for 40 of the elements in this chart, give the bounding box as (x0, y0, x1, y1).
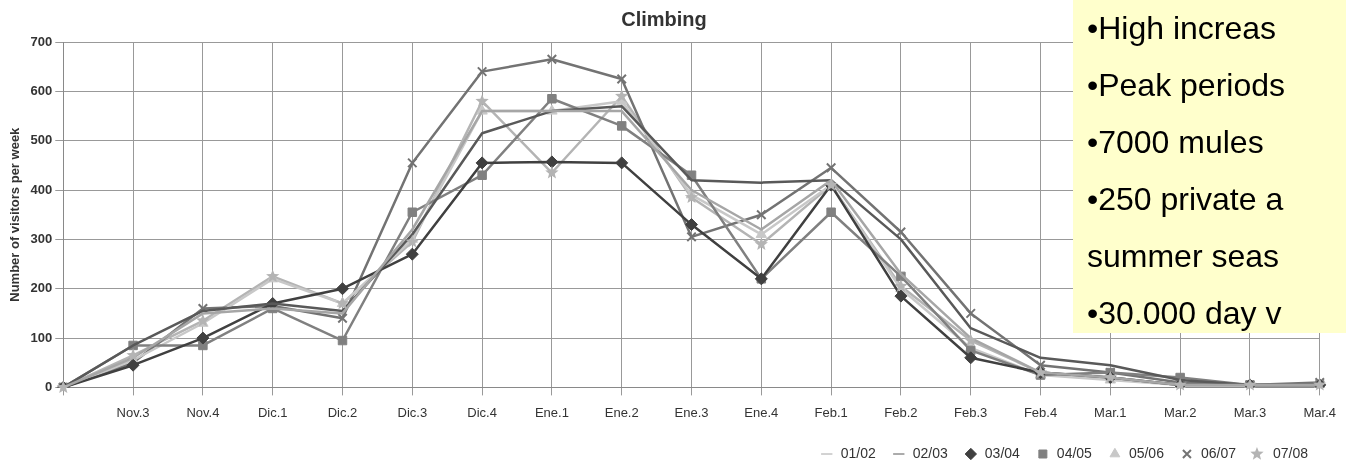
legend-label: 05/06 (1128, 444, 1165, 461)
x-tick-label: Dic.3 (397, 404, 428, 420)
x-tick-label: Nov.3 (116, 404, 150, 420)
legend-label: 03/04 (984, 444, 1021, 461)
y-tick-label: 100 (30, 329, 53, 345)
legend-label: 02/03 (912, 444, 949, 461)
x-tick-label: Feb.3 (954, 404, 988, 420)
y-axis-title: Number of visitors per week (7, 126, 23, 302)
x-tick-label: Nov.4 (186, 404, 220, 420)
annotation: •7000 mules (1087, 123, 1265, 162)
y-tick-label: 600 (30, 82, 53, 98)
annotation: •250 private a summer seas (1087, 180, 1285, 276)
y-tick-label: 200 (30, 280, 53, 296)
x-tick-label: Ene.4 (744, 404, 779, 420)
x-tick-label: Ene.1 (534, 404, 569, 420)
x-tick-label: Mar.3 (1233, 404, 1267, 420)
legend-label: 04/05 (1056, 444, 1093, 461)
x-tick-label: Dic.1 (257, 404, 288, 420)
y-tick-label: 300 (30, 230, 53, 246)
x-tick-label: Ene.2 (604, 404, 639, 420)
x-tick-label: Feb.1 (814, 404, 848, 420)
x-tick-label: Dic.2 (327, 404, 358, 420)
chart-title: Climbing (621, 7, 707, 30)
y-tick-label: 500 (30, 132, 53, 148)
x-tick-label: Feb.2 (884, 404, 918, 420)
x-tick-label: Dic.4 (467, 404, 497, 420)
annotation: •Peak periods (1087, 66, 1286, 105)
x-tick-label: Mar.4 (1303, 404, 1336, 420)
legend-label: 06/07 (1200, 444, 1237, 461)
x-tick-label: Mar.1 (1094, 404, 1127, 420)
legend-label: 07/08 (1272, 444, 1309, 461)
y-tick-label: 0 (45, 378, 53, 394)
annotation: •High increas (1087, 9, 1278, 48)
x-tick-label: Mar.2 (1163, 404, 1197, 420)
y-tick-label: 400 (30, 181, 53, 197)
x-tick-label: Feb.4 (1023, 404, 1058, 420)
x-tick-label: Ene.3 (674, 404, 709, 420)
annotation: •30.000 day v (1087, 294, 1283, 333)
legend-label: 01/02 (840, 444, 877, 461)
y-tick-label: 700 (30, 33, 53, 49)
